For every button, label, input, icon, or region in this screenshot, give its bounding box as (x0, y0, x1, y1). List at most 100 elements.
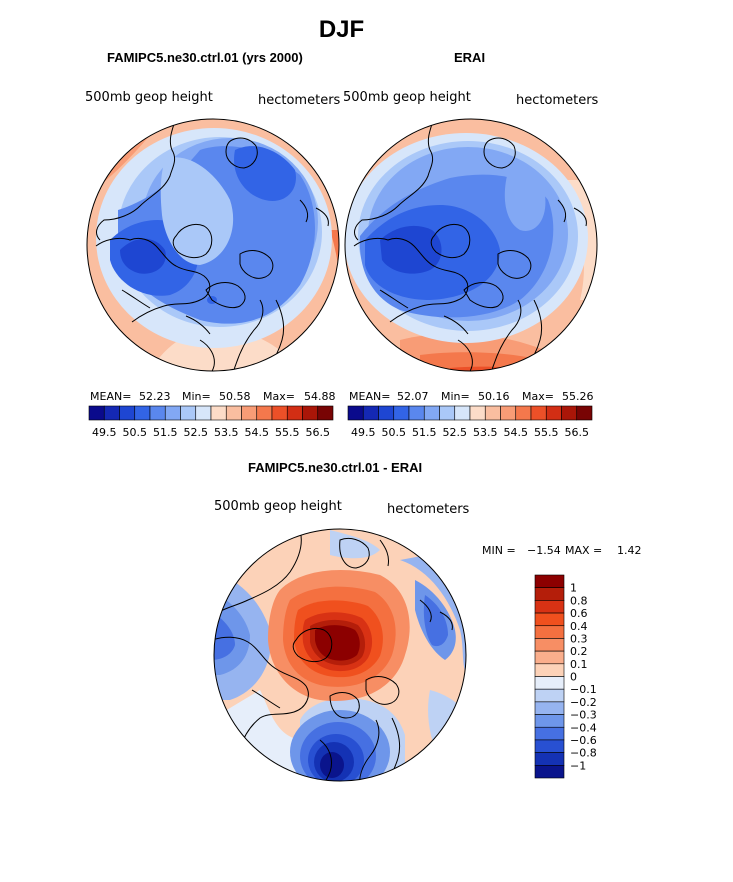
colorbar-tick-label: 0.4 (570, 620, 588, 633)
colorbar-swatch (534, 714, 565, 728)
page-title: DJF (318, 16, 365, 43)
map-boundary (344, 118, 598, 372)
colorbar-tick-label: 53.5 (214, 426, 239, 439)
colorbar-swatch (408, 405, 425, 421)
mean-value: 52.07 (397, 390, 429, 403)
min-value: 50.16 (478, 390, 510, 403)
colorbar-tick-label: 1 (570, 582, 577, 595)
variable-label-diff: 500mb geop height (214, 499, 342, 514)
colorbar-swatch (164, 405, 181, 421)
colorbar-model: 49.5 50.5 51.5 52.5 53.5 54.5 55.5 56.5 (88, 405, 334, 439)
colorbar-swatch (393, 405, 410, 421)
min-label: Min= (182, 390, 211, 403)
colorbar-swatch (317, 405, 334, 421)
colorbar-swatch (119, 405, 136, 421)
mean-value: 52.23 (139, 390, 171, 403)
colorbar-swatch (534, 625, 565, 639)
colorbar-swatch (576, 405, 593, 421)
colorbar-swatch (241, 405, 258, 421)
min-label: MIN = (482, 544, 516, 557)
colorbar-swatch (210, 405, 227, 421)
polar-map-diff (213, 528, 467, 782)
colorbar-swatch (534, 701, 565, 715)
colorbar-diff: 10.80.60.40.30.20.10−0.1−0.2−0.3−0.4−0.6… (534, 574, 597, 779)
colorbar-swatch (195, 405, 212, 421)
colorbar-swatch (469, 405, 486, 421)
colorbar-tick-label: 50.5 (382, 426, 407, 439)
colorbar-tick-label: −0.8 (570, 747, 597, 760)
colorbar-swatch (302, 405, 319, 421)
panel-title-obs: ERAI (454, 50, 486, 65)
colorbar-swatch (534, 587, 565, 601)
colorbar-tick-label: 51.5 (153, 426, 178, 439)
polar-map-obs (344, 118, 598, 372)
colorbar-swatch (454, 405, 471, 421)
colorbar-swatch (561, 405, 578, 421)
colorbar-swatch (484, 405, 501, 421)
colorbar-tick-label: −0.4 (570, 721, 597, 734)
colorbar-swatch (149, 405, 166, 421)
max-value: 55.26 (562, 390, 594, 403)
colorbar-tick-label: 0.6 (570, 607, 588, 620)
variable-label-model: 500mb geop height (85, 90, 213, 105)
colorbar-tick-label: −0.3 (570, 709, 597, 722)
colorbar-swatch (534, 638, 565, 652)
colorbar-tick-label: −1 (570, 759, 586, 772)
colorbar-tick-label: 0.1 (570, 658, 588, 671)
max-label: Max= (522, 390, 554, 403)
contour-field (87, 119, 339, 371)
colorbar-swatch (256, 405, 273, 421)
colorbar-tick-label: 52.5 (184, 426, 209, 439)
variable-label-obs: 500mb geop height (343, 90, 471, 105)
colorbar-swatch (134, 405, 151, 421)
colorbar-swatch (534, 688, 565, 703)
colorbar-swatch (534, 663, 565, 677)
map-boundary (213, 528, 467, 782)
max-value: 54.88 (304, 390, 336, 403)
min-label: Min= (441, 390, 470, 403)
polar-map-model (86, 118, 340, 372)
colorbar-tick-label: 0.8 (570, 594, 588, 607)
colorbar-swatch (534, 612, 565, 627)
colorbar-swatch (347, 405, 364, 421)
colorbar-tick-label: 50.5 (123, 426, 148, 439)
colorbar-obs: 49.5 50.5 51.5 52.5 53.5 54.5 55.5 56.5 (347, 405, 593, 439)
colorbar-swatch (271, 405, 288, 421)
colorbar-swatch (103, 405, 120, 421)
colorbar-tick-label: 55.5 (534, 426, 559, 439)
colorbar-swatch (534, 726, 565, 741)
colorbar-swatch (534, 650, 565, 665)
colorbar-swatch (423, 405, 440, 421)
colorbar-tick-label: 52.5 (443, 426, 468, 439)
mean-label: MEAN= (90, 390, 132, 403)
colorbar-tick-label: 54.5 (504, 426, 529, 439)
colorbar-tick-label: 54.5 (245, 426, 270, 439)
colorbar-swatch (500, 405, 517, 421)
colorbar-tick-label: −0.6 (570, 734, 597, 747)
colorbar-tick-label: 56.5 (565, 426, 590, 439)
colorbar-swatch (534, 574, 565, 588)
colorbar-swatch (180, 405, 197, 421)
panel-title-model: FAMIPC5.ne30.ctrl.01 (yrs 2000) (107, 50, 303, 65)
min-value: −1.54 (527, 544, 561, 557)
units-label-diff: hectometers (387, 502, 470, 517)
map-boundary (86, 118, 340, 372)
colorbar-tick-label: 0.3 (570, 632, 588, 645)
colorbar-tick-label: 51.5 (412, 426, 437, 439)
max-label: Max= (263, 390, 295, 403)
colorbar-swatch (515, 405, 532, 421)
max-value: 1.42 (617, 544, 642, 557)
colorbar-swatch (530, 405, 547, 421)
units-label-obs: hectometers (516, 93, 599, 108)
colorbar-swatch (286, 405, 303, 421)
colorbar-swatch (534, 765, 565, 779)
colorbar-swatch (88, 405, 105, 421)
colorbar-tick-label: −0.2 (570, 696, 597, 709)
colorbar-swatch (534, 739, 565, 753)
contour-field (214, 529, 466, 781)
mean-label: MEAN= (349, 390, 391, 403)
colorbar-tick-label: −0.1 (570, 683, 597, 696)
colorbar-tick-label: 0 (570, 671, 577, 684)
colorbar-swatch (362, 405, 379, 421)
